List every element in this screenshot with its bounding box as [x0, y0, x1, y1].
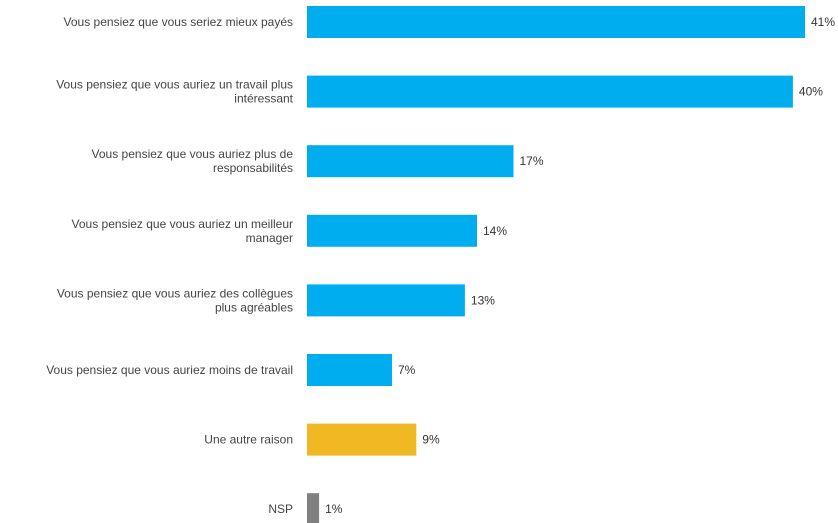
bar-0: [307, 6, 805, 38]
category-label-3-line-0: Vous pensiez que vous auriez un meilleur: [72, 217, 293, 231]
category-label-2: Vous pensiez que vous auriez plus de resp…: [92, 147, 294, 175]
bar-6: [307, 423, 417, 456]
category-label-6-line-0: Une autre raison: [204, 433, 293, 447]
category-label-2-line-1: responsabilités: [213, 161, 293, 175]
category-label-4-line-0: Vous pensiez que vous auriez des collègu…: [57, 286, 293, 300]
category-label-4-line-1: plus agréables: [215, 300, 293, 314]
category-label-4: Vous pensiez que vous auriez des collègu…: [57, 286, 293, 314]
category-label-6: Une autre raison: [204, 433, 293, 447]
bar-2: [307, 145, 514, 178]
bar-1: [307, 75, 793, 108]
value-labels-group: 41% 40% 17% 14% 13% 7% 9% 1%: [325, 15, 835, 516]
category-label-7: NSP: [268, 502, 293, 516]
bar-4: [307, 284, 465, 317]
category-label-0-line-0: Vous pensiez que vous seriez mieux payés: [64, 15, 293, 29]
value-label-7: 1%: [325, 502, 343, 516]
bar-5: [307, 354, 392, 386]
value-label-0: 41%: [811, 15, 835, 29]
category-label-3: Vous pensiez que vous auriez un meilleur…: [72, 217, 293, 245]
category-label-0: Vous pensiez que vous seriez mieux payés: [64, 15, 293, 29]
value-label-1: 40%: [799, 85, 823, 99]
category-label-5: Vous pensiez que vous auriez moins de tr…: [46, 363, 293, 377]
category-labels-group: Vous pensiez que vous seriez mieux payés…: [46, 15, 293, 516]
category-label-7-line-0: NSP: [268, 502, 293, 516]
category-label-3-line-1: manager: [246, 231, 293, 245]
category-label-5-line-0: Vous pensiez que vous auriez moins de tr…: [46, 363, 293, 377]
value-label-6: 9%: [422, 433, 440, 447]
category-label-2-line-0: Vous pensiez que vous auriez plus de: [92, 147, 294, 161]
value-label-2: 17%: [520, 154, 544, 168]
bar-7: [307, 493, 320, 523]
value-label-5: 7%: [398, 363, 416, 377]
value-label-4: 13%: [471, 293, 495, 307]
bars-group: [307, 6, 805, 523]
category-label-1: Vous pensiez que vous auriez un travail …: [56, 78, 293, 106]
category-label-1-line-0: Vous pensiez que vous auriez un travail …: [56, 78, 293, 92]
category-label-1-line-1: intéressant: [234, 92, 293, 106]
value-label-3: 14%: [483, 224, 507, 238]
bar-3: [307, 214, 477, 247]
